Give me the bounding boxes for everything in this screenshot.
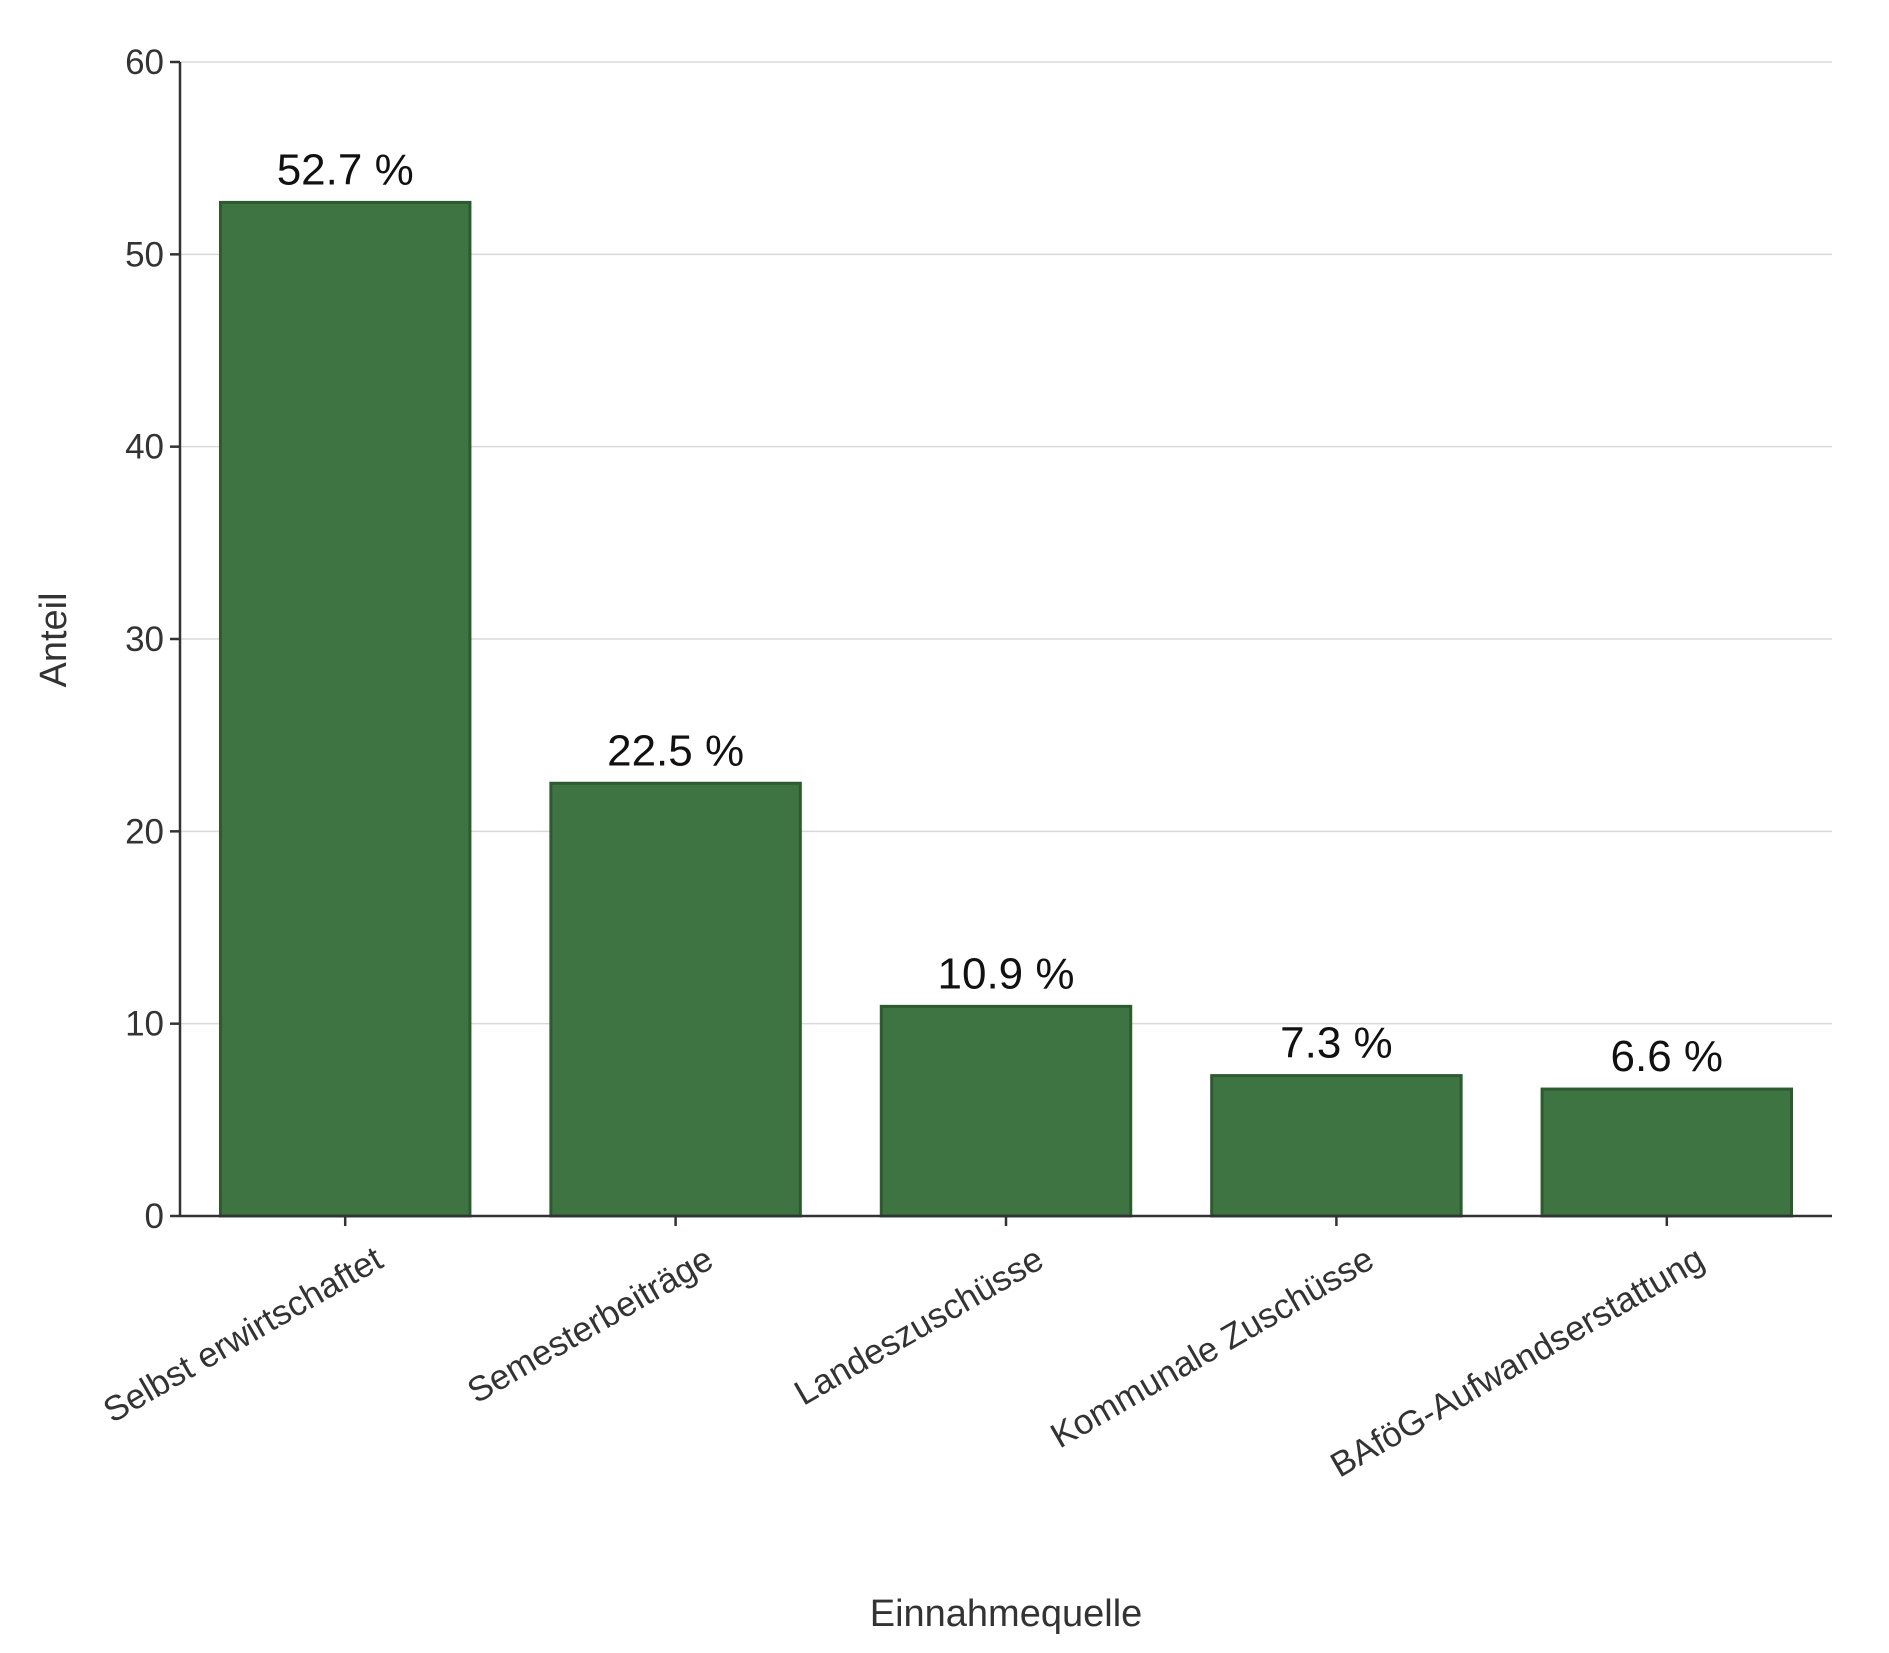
bar-kommunale-zuschusse [1210, 1074, 1463, 1218]
bars [218, 200, 1794, 1218]
x-tick-label-selbst-erwirtschaftet: Selbst erwirtschaftet [97, 1239, 390, 1430]
x-tick-label-kommunale-zuschusse: Kommunale Zuschüsse [1044, 1239, 1380, 1456]
y-tick-label: 40 [125, 428, 164, 467]
data-label-semesterbeitrage: 22.5 % [607, 726, 744, 775]
data-label-kommunale-zuschusse: 7.3 % [1280, 1019, 1393, 1068]
bar-bafog-aufwandserstattung [1540, 1087, 1794, 1218]
x-tick-labels: Selbst erwirtschaftet Semesterbeiträge Lan… [97, 1216, 1711, 1485]
x-tick-label-semesterbeitrage: Semesterbeiträge [461, 1239, 720, 1411]
y-tick-label: 60 [125, 43, 164, 82]
x-tick-label-landeszuschusse: Landeszuschüsse [788, 1239, 1050, 1413]
y-axis-title: Anteil [33, 592, 75, 687]
data-label-bafog-aufwandserstattung: 6.6 % [1611, 1032, 1724, 1081]
bar-selbst-erwirtschaftet [218, 200, 472, 1218]
y-tick-label: 30 [125, 620, 164, 659]
data-label-landeszuschusse: 10.9 % [938, 949, 1075, 998]
x-tick-label-bafog-aufwandserstattung: BAföG-Aufwandserstattung [1324, 1239, 1711, 1485]
data-label-selbst-erwirtschaftet: 52.7 % [277, 145, 414, 194]
bar-landeszuschusse [879, 1004, 1133, 1218]
y-tick-label: 50 [125, 235, 164, 274]
y-tick-label: 0 [145, 1197, 164, 1236]
y-tick-label: 20 [125, 812, 164, 851]
bar-semesterbeitrage [549, 781, 802, 1218]
y-tick-labels: 0 10 20 30 40 50 60 [125, 43, 180, 1236]
x-axis-title: Einnahmequelle [870, 1593, 1143, 1635]
data-labels: 52.7 % 22.5 % 10.9 % 7.3 % 6.6 % [277, 145, 1723, 1081]
y-tick-label: 10 [125, 1005, 164, 1044]
